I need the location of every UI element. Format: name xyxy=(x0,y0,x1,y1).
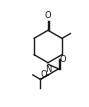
Text: O: O xyxy=(45,11,51,20)
Text: O: O xyxy=(60,55,66,64)
Text: N: N xyxy=(45,65,51,74)
Text: O: O xyxy=(40,71,47,80)
